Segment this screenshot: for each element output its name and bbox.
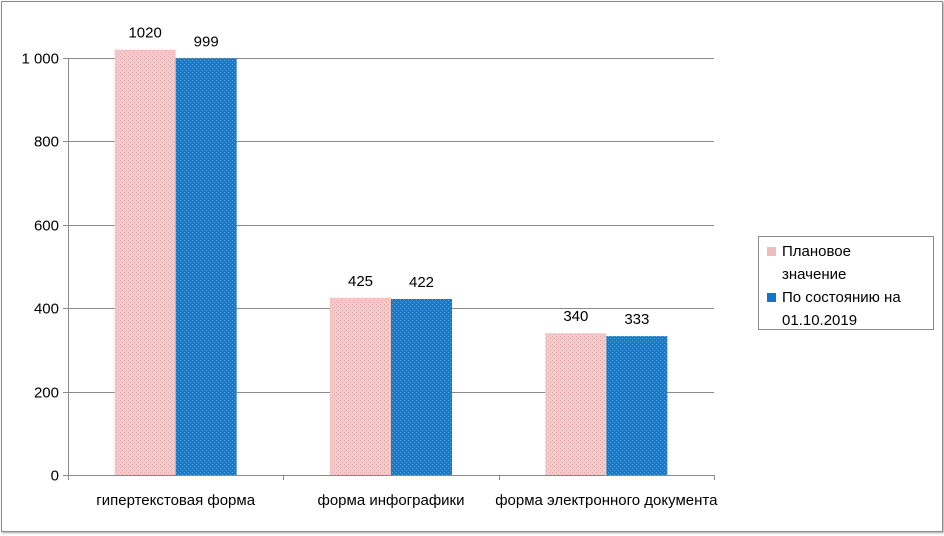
bar-actual [391, 299, 452, 475]
bar-actual [606, 336, 668, 475]
data-label: 333 [624, 311, 649, 328]
bars [114, 49, 668, 476]
legend-item-actual: По состоянию на 01.10.2019 [767, 286, 929, 332]
chart-legend: Плановое значение По состоянию на 01.10.… [758, 236, 934, 330]
legend-swatch-planned [767, 247, 776, 256]
y-tick-label: 600 [34, 218, 59, 235]
x-tick-label: форма инфографики [317, 492, 464, 509]
axes [63, 58, 715, 480]
legend-label-planned: Плановое значение [782, 243, 851, 283]
bar-planned [545, 333, 607, 475]
legend-swatch-actual [767, 293, 776, 302]
data-label: 1020 [128, 25, 161, 42]
y-tick-label: 0 [51, 468, 59, 485]
bar-planned [330, 297, 391, 475]
data-label: 999 [194, 33, 219, 50]
legend-item-planned: Плановое значение [767, 240, 929, 286]
x-tick-label: гипертекстовая форма [96, 492, 255, 509]
y-tick-label: 800 [34, 134, 59, 151]
bar-planned [114, 49, 176, 475]
y-tick-label: 200 [34, 385, 59, 402]
data-label: 425 [348, 273, 373, 290]
data-label: 422 [409, 274, 434, 291]
y-tick-label: 400 [34, 301, 59, 318]
x-tick-label: форма электронного документа [495, 492, 718, 509]
tick-labels: 0 200 400 600 800 1 000 гипертекстовая форма фо… [21, 51, 718, 510]
legend-label-actual: По состоянию на 01.10.2019 [782, 289, 901, 329]
data-label: 340 [563, 308, 588, 325]
y-tick-label: 1 000 [21, 51, 59, 68]
data-labels: 1020 999 425 422 340 333 [128, 25, 649, 328]
bar-actual [175, 58, 237, 476]
